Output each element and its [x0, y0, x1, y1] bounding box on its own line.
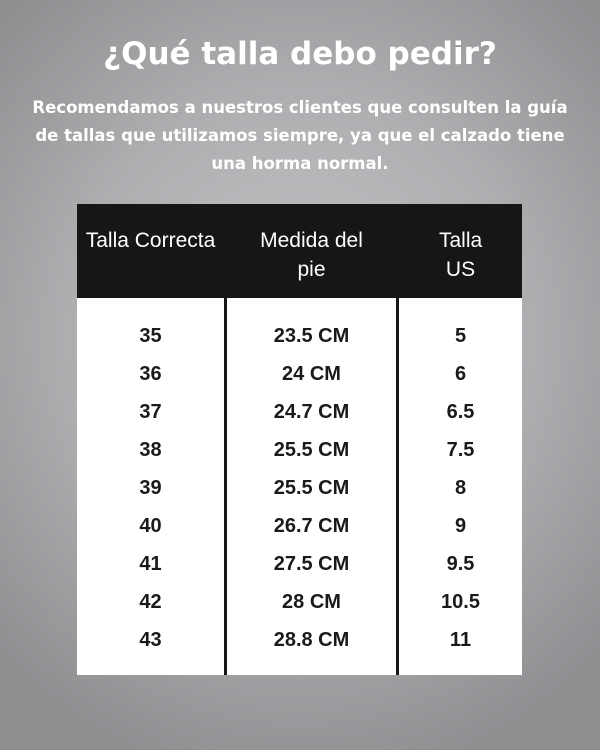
- talla-correcta-cell: 36: [139, 363, 162, 385]
- talla-correcta-cell: 40: [139, 515, 162, 537]
- size-table: Talla Correcta Medida del pie Talla US 3…: [77, 204, 522, 675]
- table-row: 41 27.5 CM 9.5: [77, 545, 522, 583]
- header-talla-correcta: Talla Correcta: [85, 229, 216, 252]
- medida-pie-cell: 23.5 CM: [273, 325, 350, 347]
- talla-us-cell: 7.5: [446, 439, 475, 461]
- medida-pie-cell: 28 CM: [282, 591, 341, 613]
- talla-correcta-cell: 42: [139, 591, 162, 613]
- talla-correcta-cell: 37: [139, 401, 162, 423]
- table-row: 38 25.5 CM 7.5: [77, 431, 522, 469]
- table-row: 35 23.5 CM 5: [77, 317, 522, 355]
- header-talla-us: Talla US: [439, 229, 483, 281]
- table-row: 43 28.8 CM 11: [77, 621, 522, 659]
- talla-us-cell: 6: [454, 363, 467, 385]
- table-row: 39 25.5 CM 8: [77, 469, 522, 507]
- talla-correcta-cell: 38: [139, 439, 162, 461]
- page-subtitle: Recomendamos a nuestros clientes que con…: [32, 98, 568, 173]
- table-header: Talla Correcta Medida del pie Talla US: [77, 204, 522, 298]
- medida-pie-cell: 24 CM: [282, 363, 341, 385]
- talla-correcta-cell: 39: [139, 477, 162, 499]
- talla-correcta-cell: 41: [139, 553, 162, 575]
- talla-us-cell: 6.5: [446, 401, 475, 423]
- column-divider: [396, 298, 399, 675]
- talla-us-cell: 5: [454, 325, 467, 347]
- talla-correcta-cell: 35: [139, 325, 162, 347]
- medida-pie-cell: 28.8 CM: [273, 629, 350, 651]
- talla-us-cell: 10.5: [441, 591, 480, 613]
- talla-us-cell: 8: [454, 477, 467, 499]
- talla-correcta-cell: 43: [139, 629, 162, 651]
- medida-pie-cell: 27.5 CM: [273, 553, 350, 575]
- table-row: 36 24 CM 6: [77, 355, 522, 393]
- table-row: 37 24.7 CM 6.5: [77, 393, 522, 431]
- medida-pie-cell: 25.5 CM: [273, 477, 350, 499]
- table-row: 40 26.7 CM 9: [77, 507, 522, 545]
- medida-pie-cell: 24.7 CM: [273, 401, 350, 423]
- medida-pie-cell: 26.7 CM: [273, 515, 350, 537]
- header-medida-pie: Medida del pie: [260, 229, 363, 281]
- medida-pie-cell: 25.5 CM: [273, 439, 350, 461]
- talla-us-cell: 11: [449, 629, 472, 651]
- page-title: ¿Qué talla debo pedir?: [103, 36, 497, 72]
- table-row: 42 28 CM 10.5: [77, 583, 522, 621]
- column-divider: [224, 298, 227, 675]
- talla-us-cell: 9: [454, 515, 467, 537]
- talla-us-cell: 9.5: [446, 553, 475, 575]
